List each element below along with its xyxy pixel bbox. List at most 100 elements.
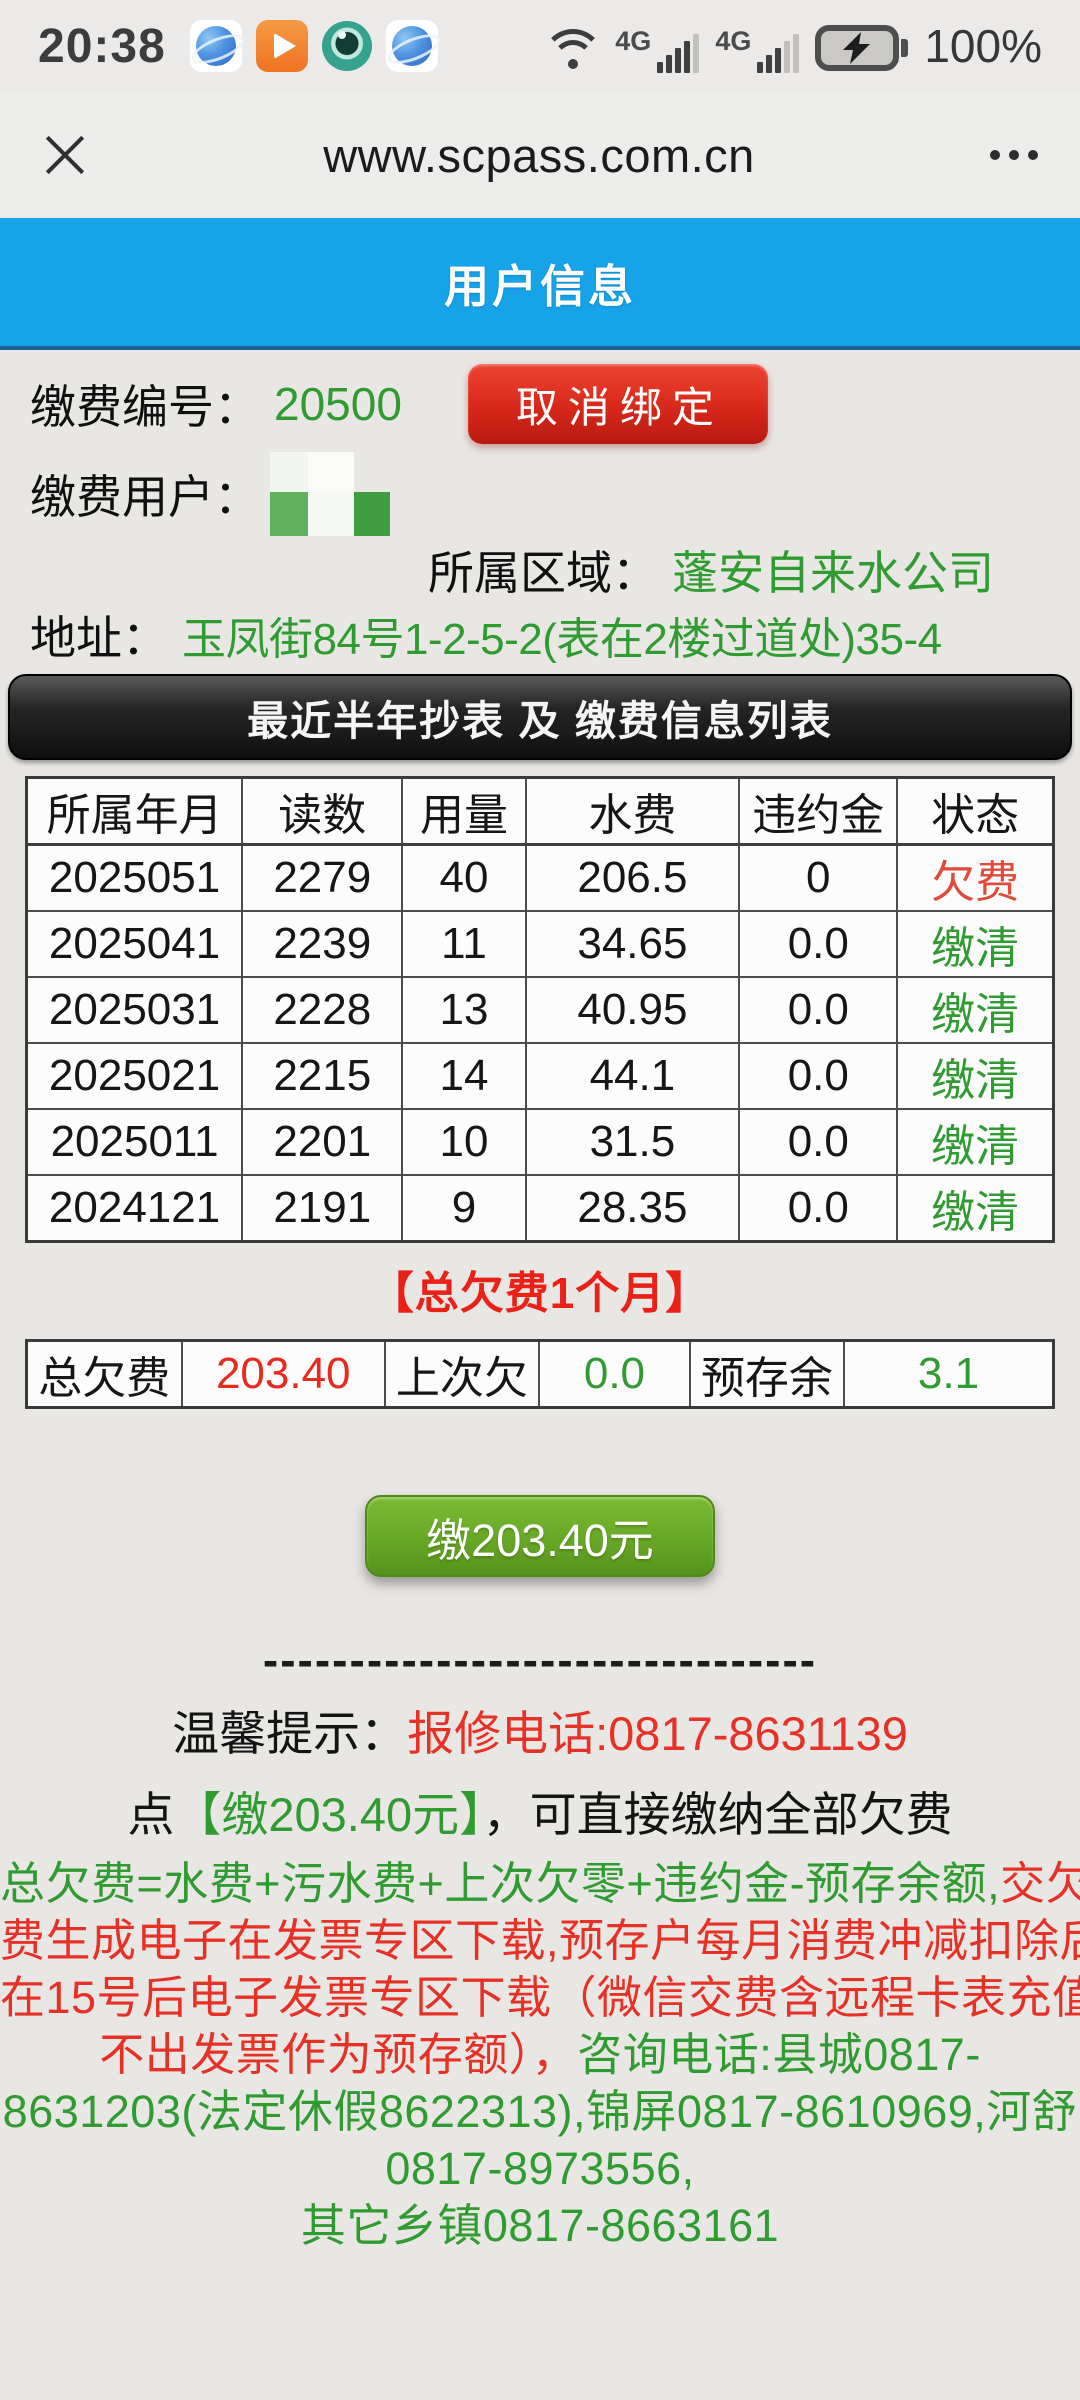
page-url: www.scpass.com.cn: [323, 128, 755, 182]
cell-fee: 40.95: [524, 976, 741, 1044]
notice-segment: 费生成电子在发票专区下载,预存户每月消费冲减扣除后: [0, 1915, 1080, 1966]
notice-line: 在15号后电子发票专区下载（微信交费含远程卡表充值: [0, 1969, 1080, 2026]
notice-line: 不出发票作为预存额），咨询电话:县城0817-: [0, 2026, 1080, 2083]
status-bar-left: 20:38: [38, 19, 438, 74]
cell-penalty: 0.0: [738, 976, 899, 1044]
notice-segment: 在15号后电子发票专区下载（微信交费含远程卡表充值: [0, 1972, 1080, 2023]
col-header-penalty: 违约金: [738, 776, 899, 846]
account-user-label: 缴费用户：: [30, 471, 260, 523]
cell-reading: 2191: [241, 1174, 404, 1243]
more-menu-icon[interactable]: [990, 150, 1038, 160]
cell-status: 缴清: [896, 1174, 1055, 1243]
status-bar-right: 4G 4G 100%: [542, 19, 1042, 73]
cell-usage: 13: [401, 976, 527, 1044]
meter-list-banner: 最近半年抄表 及 缴费信息列表: [8, 674, 1072, 760]
notice-paragraph: 总欠费=水费+污水费+上次欠零+违约金-预存余额,交欠 费生成电子在发票专区下载…: [0, 1855, 1080, 2254]
notice-line: 其它乡镇0817-8663161: [0, 2197, 1080, 2254]
close-icon[interactable]: [42, 132, 88, 178]
billing-header-row: 所属年月 读数 用量 水费 违约金 状态: [25, 776, 1055, 846]
account-info: 缴费编号： 20500 取消绑定 缴费用户： 所属区域： 蓬安自来水公司 地址：…: [0, 362, 1080, 664]
cell-status: 缴清: [896, 1108, 1055, 1176]
meter-list-banner-title: 最近半年抄表 及 缴费信息列表: [247, 698, 833, 744]
col-header-fee: 水费: [524, 776, 741, 846]
cell-status: 欠费: [896, 843, 1055, 912]
cell-usage: 11: [401, 910, 527, 978]
network-type-label: 4G: [715, 26, 752, 56]
redacted-username: [270, 452, 390, 536]
pay-button[interactable]: 缴203.40元: [365, 1495, 715, 1577]
lightning-bolt-icon: [843, 32, 871, 64]
cell-usage: 14: [401, 1042, 527, 1110]
signal-4g-secondary-icon: 4G: [715, 26, 800, 73]
cell-status: 缴清: [896, 976, 1055, 1044]
col-header-usage: 用量: [401, 776, 527, 846]
notice-segment: 其它乡镇0817-8663161: [300, 2200, 780, 2251]
total-owed-value: 203.40: [180, 1339, 386, 1409]
address-label: 地址：: [30, 612, 168, 664]
hint-highlight: 【缴203.40元】: [174, 1788, 483, 1841]
signal-4g-primary-icon: 4G: [615, 26, 700, 73]
network-type-label: 4G: [615, 26, 652, 56]
cell-usage: 40: [401, 843, 527, 912]
address-value: 玉凤街84号1-2-5-2(表在2楼过道处)35-4: [182, 615, 942, 664]
notice-segment: 咨询电话:县城0817-: [577, 2029, 981, 2080]
prepaid-balance-label: 预存余: [688, 1339, 845, 1409]
cell-status: 缴清: [896, 910, 1055, 978]
cell-status: 缴清: [896, 1042, 1055, 1110]
col-header-reading: 读数: [241, 776, 404, 846]
region-row: 所属区域： 蓬安自来水公司: [30, 538, 1050, 602]
page-header: 用户信息: [0, 218, 1080, 350]
unbind-button[interactable]: 取消绑定: [467, 364, 768, 444]
cell-usage: 10: [401, 1108, 527, 1176]
cell-fee: 44.1: [524, 1042, 741, 1110]
cell-reading: 2228: [241, 976, 404, 1044]
globe-icon: [195, 26, 236, 66]
cell-penalty: 0.0: [738, 910, 899, 978]
cell-month: 2025011: [25, 1108, 244, 1176]
account-user-row: 缴费用户：: [30, 452, 1050, 536]
cell-fee: 28.35: [524, 1174, 741, 1243]
signal-bars-icon: [657, 34, 700, 73]
clock-text: 20:38: [38, 19, 166, 73]
notice-line: 0817-8973556,: [0, 2140, 1080, 2197]
video-app-icon: [255, 20, 308, 72]
dashed-divider: --------------------------------: [262, 1634, 818, 1686]
hint-prefix: 点: [127, 1788, 175, 1841]
cell-reading: 2239: [241, 910, 404, 978]
account-number-value: 20500: [274, 378, 402, 430]
region-label: 所属区域：: [428, 547, 658, 599]
cell-penalty: 0: [738, 843, 899, 912]
region-value: 蓬安自来水公司: [672, 547, 994, 599]
play-icon: [273, 33, 296, 59]
signal-bars-icon: [757, 34, 800, 73]
col-header-status: 状态: [896, 776, 1055, 846]
cell-month: 2025041: [25, 910, 244, 978]
tip-line: 温馨提示：报修电话:0817-8631139: [0, 1695, 1080, 1764]
notice-segment: 8631203(法定休假8622313),锦屏0817-8610969,河舒: [2, 2086, 1078, 2137]
cell-month: 2025031: [25, 976, 244, 1044]
cell-penalty: 0.0: [738, 1108, 899, 1176]
cell-reading: 2279: [241, 843, 404, 912]
hint-suffix: ，可直接缴纳全部欠费: [482, 1788, 953, 1841]
account-number-label: 缴费编号：: [30, 381, 260, 433]
notice-line: 总欠费=水费+污水费+上次欠零+违约金-预存余额,交欠: [0, 1855, 1080, 1912]
address-row: 地址： 玉凤街84号1-2-5-2(表在2楼过道处)35-4: [30, 606, 1050, 664]
cell-month: 2024121: [25, 1174, 244, 1243]
cell-penalty: 0.0: [738, 1042, 899, 1110]
table-row: 2025041 2239 11 34.65 0.0 缴清: [25, 910, 1055, 978]
repair-phone: 报修电话:0817-8631139: [407, 1707, 908, 1760]
tip-label: 温馨提示：: [172, 1707, 408, 1760]
notice-segment: 总欠费=水费+污水费+上次欠零+违约金-预存余额,: [0, 1858, 1001, 1909]
browser-bar: www.scpass.com.cn: [0, 92, 1080, 218]
table-row: 2025021 2215 14 44.1 0.0 缴清: [25, 1042, 1055, 1110]
cell-penalty: 0.0: [738, 1174, 899, 1243]
cell-reading: 2215: [241, 1042, 404, 1110]
cell-fee: 31.5: [524, 1108, 741, 1176]
summary-table: 总欠费 203.40 上次欠 0.0 预存余 3.1: [25, 1339, 1055, 1409]
eye-app-icon: [321, 21, 372, 71]
cell-fee: 206.5: [524, 843, 741, 912]
col-header-month: 所属年月: [25, 776, 244, 846]
total-owed-label: 总欠费: [25, 1339, 183, 1409]
table-row: 2024121 2191 9 28.35 0.0 缴清: [25, 1174, 1055, 1243]
